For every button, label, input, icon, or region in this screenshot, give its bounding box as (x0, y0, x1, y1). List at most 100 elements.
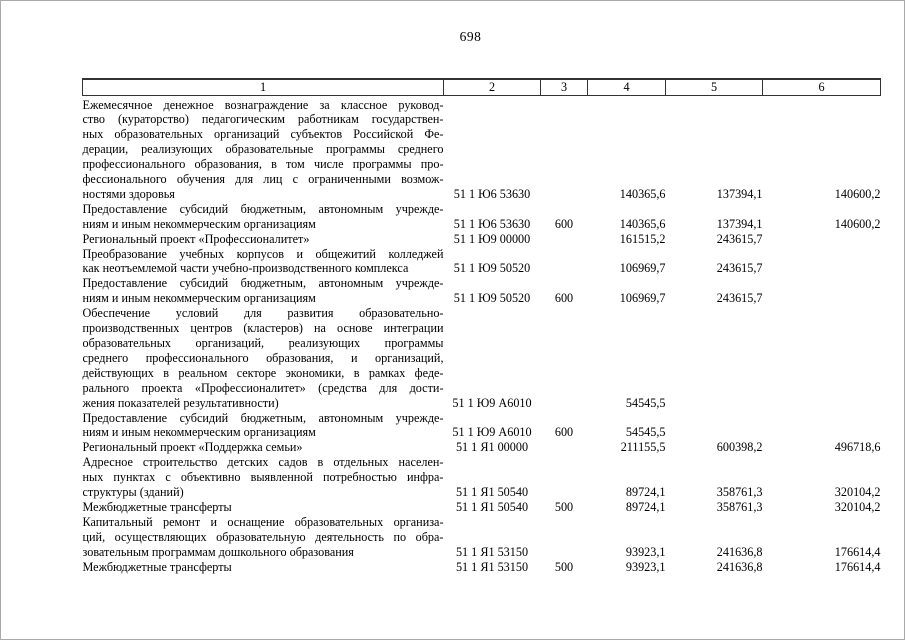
row-amount-2-cell: 243615,7 (716, 231, 763, 246)
row-name-cell: Адресное строительство детских садов в о… (83, 455, 444, 500)
row-name-text: Региональный проект «Профессионалитет» (82, 231, 310, 246)
row-amount-2-cell: 137394,1 (716, 216, 763, 231)
row-code-cell: 51 1 Ю9 А6010 (452, 395, 532, 410)
row-expense-type-cell (541, 306, 588, 410)
row-amount-2-cell: 243615,7 (716, 291, 763, 306)
row-amount-3-cell: 496718,6 (834, 440, 881, 455)
row-amount-3-cell: 320104,2 (834, 485, 881, 500)
table-row: Предоставление субсидий бюджетным, автон… (83, 411, 881, 441)
row-name-cell: Преобразование учебных корпусов и общежи… (83, 247, 444, 277)
row-code-cell: 51 1 Ю9 50520 (453, 291, 531, 306)
row-amount-3-cell: 176614,4 (834, 544, 881, 559)
row-code-cell: 51 1 Я1 53150 (455, 544, 529, 559)
table-row: Региональный проект «Поддержка семьи» 51… (83, 440, 881, 455)
row-amount-2-cell: 358761,3 (716, 499, 763, 514)
row-amount-2-cell: 600398,2 (716, 440, 763, 455)
row-amount-3-cell: 176614,4 (834, 559, 881, 574)
row-name-text: Преобразование учебных корпусов и общежи… (82, 246, 444, 276)
header-cell-3: 3 (540, 78, 588, 96)
row-name-cell: Региональный проект «Поддержка семьи» (83, 440, 444, 455)
row-name-cell: Межбюджетные трансферты (83, 560, 444, 575)
row-expense-type-cell (541, 515, 588, 560)
row-code-cell: 51 1 Ю6 53630 (453, 216, 531, 231)
row-amount-2-cell: 241636,8 (716, 544, 763, 559)
row-amount-3-cell (763, 306, 881, 410)
row-amount-1-cell: 89724,1 (625, 499, 666, 514)
row-code-cell: 51 1 Я1 50540 (455, 499, 529, 514)
table-row: Региональный проект «Профессионалитет» 5… (83, 232, 881, 247)
budget-table: 1 2 3 4 5 6 Ежемесячное денежное вознагр… (82, 78, 881, 575)
row-amount-2-cell: 243615,7 (716, 261, 763, 276)
table-row: Ежемесячное денежное вознаграждение за к… (83, 95, 881, 202)
row-name-text: Адресное строительство детских садов в о… (82, 455, 444, 500)
row-name-text: Предоставление субсидий бюджетным, автон… (82, 276, 444, 306)
table-row: Предоставление субсидий бюджетным, автон… (83, 202, 881, 232)
row-amount-3-cell: 320104,2 (834, 499, 881, 514)
row-amount-2-cell: 241636,8 (716, 559, 763, 574)
header-cell-5: 5 (665, 78, 763, 96)
row-amount-3-cell (763, 247, 881, 277)
table-row: Предоставление субсидий бюджетным, автон… (83, 276, 881, 306)
table-row: Преобразование учебных корпусов и общежи… (83, 247, 881, 277)
row-name-cell: Ежемесячное денежное вознаграждение за к… (83, 95, 444, 202)
row-amount-1-cell: 93923,1 (625, 559, 666, 574)
row-name-cell: Капитальный ремонт и оснащение образоват… (83, 515, 444, 560)
row-code-cell: 51 1 Ю9 А6010 (452, 425, 532, 440)
row-name-text: Обеспечение условий для развития образов… (82, 306, 444, 410)
row-expense-type-cell: 600 (554, 291, 574, 306)
row-code-cell: 51 1 Я1 53150 (455, 559, 529, 574)
row-expense-type-cell (541, 232, 588, 247)
row-amount-2-cell (666, 411, 763, 441)
row-amount-1-cell: 93923,1 (625, 544, 666, 559)
row-expense-type-cell (541, 440, 588, 455)
row-amount-1-cell: 161515,2 (619, 231, 666, 246)
row-amount-3-cell: 140600,2 (834, 216, 881, 231)
header-cell-4: 4 (587, 78, 666, 96)
row-amount-2-cell: 358761,3 (716, 485, 763, 500)
row-name-cell: Региональный проект «Профессионалитет» (83, 232, 444, 247)
header-cell-6: 6 (762, 78, 881, 96)
table-row: Адресное строительство детских садов в о… (83, 455, 881, 500)
page-number: 698 (459, 29, 482, 44)
row-amount-1-cell: 106969,7 (619, 261, 666, 276)
row-expense-type-cell: 500 (554, 559, 574, 574)
header-row: 1 2 3 4 5 6 (82, 78, 881, 96)
row-name-cell: Предоставление субсидий бюджетным, автон… (83, 202, 444, 232)
row-code-cell: 51 1 Я1 00000 (455, 440, 529, 455)
row-amount-1-cell: 106969,7 (619, 291, 666, 306)
row-amount-1-cell: 89724,1 (625, 485, 666, 500)
table-row: Межбюджетные трансферты 51 1 Я1 50540 50… (83, 500, 881, 515)
table-row: Капитальный ремонт и оснащение образоват… (83, 515, 881, 560)
table-row: Обеспечение условий для развития образов… (83, 306, 881, 410)
table-body: Ежемесячное денежное вознаграждение за к… (83, 95, 881, 575)
row-name-text: Межбюджетные трансферты (82, 499, 232, 514)
row-expense-type-cell: 600 (554, 425, 574, 440)
row-name-text: Региональный проект «Поддержка семьи» (82, 440, 303, 455)
row-amount-3-cell (763, 411, 881, 441)
row-expense-type-cell (541, 247, 588, 277)
row-code-cell: 51 1 Ю9 50520 (453, 261, 531, 276)
row-code-cell: 51 1 Ю9 00000 (453, 231, 531, 246)
row-name-text: Предоставление субсидий бюджетным, автон… (82, 410, 444, 440)
table-row: Межбюджетные трансферты 51 1 Я1 53150 50… (83, 560, 881, 575)
row-code-cell: 51 1 Я1 50540 (455, 485, 529, 500)
header-cell-1: 1 (82, 78, 444, 96)
row-name-cell: Обеспечение условий для развития образов… (83, 306, 444, 410)
row-amount-3-cell: 140600,2 (834, 186, 881, 201)
row-amount-1-cell: 54545,5 (625, 425, 666, 440)
row-name-cell: Межбюджетные трансферты (83, 500, 444, 515)
row-amount-2-cell: 137394,1 (716, 186, 763, 201)
row-name-cell: Предоставление субсидий бюджетным, автон… (83, 276, 444, 306)
table-header: 1 2 3 4 5 6 (82, 78, 881, 96)
row-code-cell: 51 1 Ю6 53630 (453, 186, 531, 201)
row-name-text: Капитальный ремонт и оснащение образоват… (82, 514, 444, 559)
row-expense-type-cell: 500 (554, 499, 574, 514)
row-amount-1-cell: 54545,5 (625, 395, 666, 410)
row-name-text: Ежемесячное денежное вознаграждение за к… (82, 97, 444, 201)
row-expense-type-cell (541, 95, 588, 202)
row-name-text: Межбюджетные трансферты (82, 559, 232, 574)
row-expense-type-cell: 600 (554, 216, 574, 231)
row-name-text: Предоставление субсидий бюджетным, автон… (82, 201, 444, 231)
row-expense-type-cell (541, 455, 588, 500)
row-amount-1-cell: 140365,6 (619, 216, 666, 231)
